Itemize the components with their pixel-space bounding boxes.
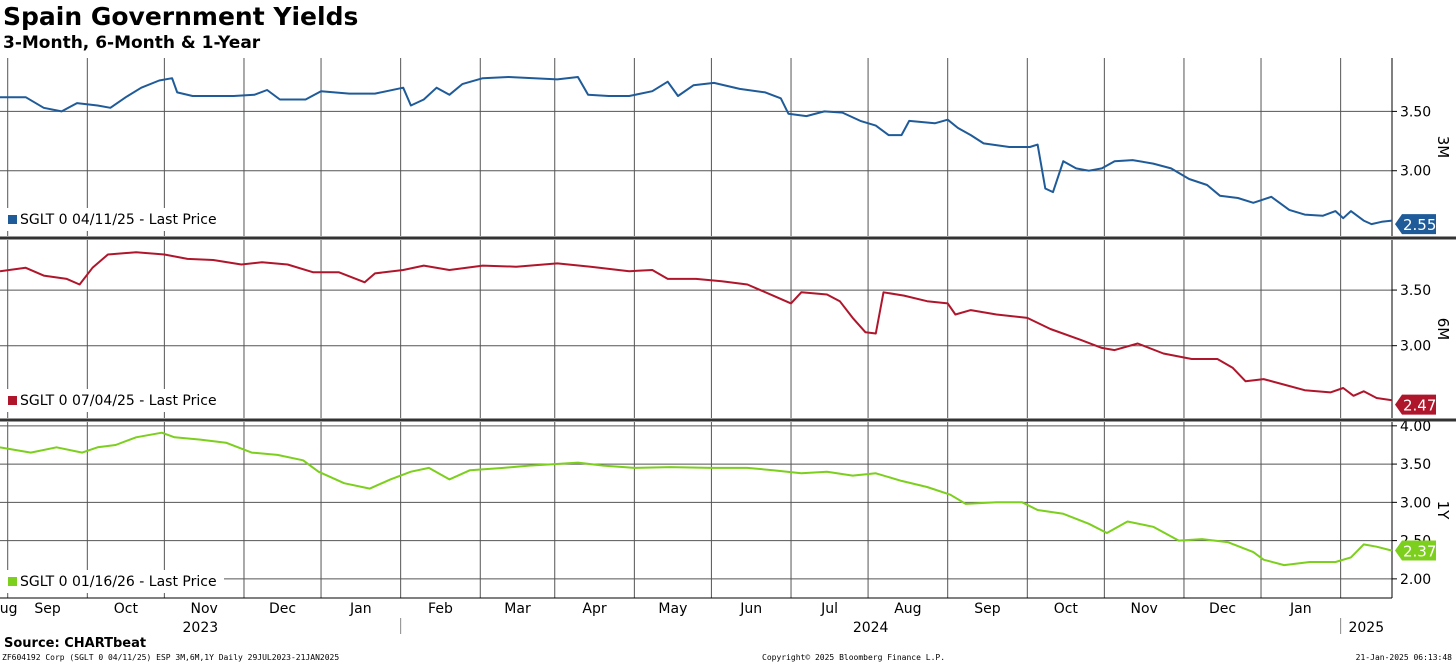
- legend-swatch: [8, 577, 17, 586]
- footer-copyright: Copyright© 2025 Bloomberg Finance L.P.: [762, 653, 946, 662]
- x-tick-label: Jul: [820, 601, 838, 617]
- chart-title: Spain Government Yields: [3, 2, 359, 31]
- y-tick-label: 3.50: [1400, 283, 1431, 299]
- x-tick-label: Jan: [1289, 601, 1312, 617]
- footer-timestamp: 21-Jan-2025 06:13:48: [1355, 653, 1452, 662]
- series-line-1y: [0, 431, 1393, 567]
- series-line-6m: [0, 251, 1393, 402]
- footer-security-info: ZF604192 Corp (SGLT 0 04/11/25) ESP 3M,6…: [2, 653, 340, 662]
- legend-swatch: [8, 396, 17, 405]
- x-year-label: 2024: [853, 620, 889, 636]
- x-tick-label: May: [658, 601, 687, 617]
- chart-panel-6m: 3.50 3.00 2.47 6M SGLT 0 07/04/25 - Last Pri…: [0, 240, 1452, 418]
- panel-axis-label: 3M: [1434, 136, 1452, 159]
- legend-label: SGLT 0 07/04/25 - Last Price: [20, 393, 217, 409]
- x-tick-label: Jan: [349, 601, 372, 617]
- legend-swatch: [8, 215, 17, 224]
- x-tick-label: Aug: [0, 601, 18, 617]
- y-tick-label: 3.50: [1400, 104, 1431, 120]
- last-value-label: 2.55: [1403, 216, 1436, 234]
- x-tick-label: Aug: [894, 601, 921, 617]
- chart-subtitle: 3-Month, 6-Month & 1-Year: [3, 33, 261, 53]
- last-value-tag: [1395, 540, 1436, 561]
- panel-axis-label: 1Y: [1434, 501, 1452, 521]
- x-tick-label: Apr: [582, 601, 606, 617]
- x-year-label: 2025: [1348, 620, 1384, 636]
- legend-label: SGLT 0 04/11/25 - Last Price: [20, 212, 217, 228]
- last-value-label: 2.47: [1403, 397, 1436, 415]
- series-line-3m: [0, 76, 1393, 226]
- x-tick-label: Dec: [1209, 601, 1236, 617]
- x-tick-label: Oct: [1054, 601, 1079, 617]
- y-tick-label: 3.50: [1400, 457, 1431, 473]
- x-tick-label: Jun: [739, 601, 762, 617]
- legend-label: SGLT 0 01/16/26 - Last Price: [20, 574, 217, 590]
- last-value-tag: [1395, 214, 1436, 235]
- x-tick-label: Mar: [504, 601, 531, 617]
- y-tick-label: 3.00: [1400, 495, 1431, 511]
- panel-axis-label: 6M: [1434, 318, 1452, 341]
- x-tick-label: Sep: [974, 601, 1001, 617]
- legend-box: [0, 389, 224, 412]
- chart-panel-3m: 3.50 3.00 2.55 3M SGLT 0 04/11/25 - Last Pri…: [0, 58, 1452, 236]
- x-year-label: 2023: [183, 620, 219, 636]
- x-tick-label: Nov: [1130, 601, 1157, 617]
- y-tick-label: 2.00: [1400, 572, 1431, 588]
- y-tick-label: 3.00: [1400, 339, 1431, 355]
- x-tick-label: Nov: [191, 601, 218, 617]
- x-tick-label: Feb: [428, 601, 453, 617]
- y-tick-label: 3.00: [1400, 164, 1431, 180]
- x-tick-label: Oct: [114, 601, 139, 617]
- y-tick-label: 4.00: [1400, 419, 1431, 435]
- legend-box: [0, 208, 224, 231]
- last-value-label: 2.37: [1403, 543, 1436, 561]
- x-tick-label: Sep: [34, 601, 61, 617]
- source-note: Source: CHARTbeat: [4, 636, 147, 651]
- last-value-tag: [1395, 394, 1436, 415]
- x-tick-label: Dec: [269, 601, 296, 617]
- legend-box: [0, 570, 224, 593]
